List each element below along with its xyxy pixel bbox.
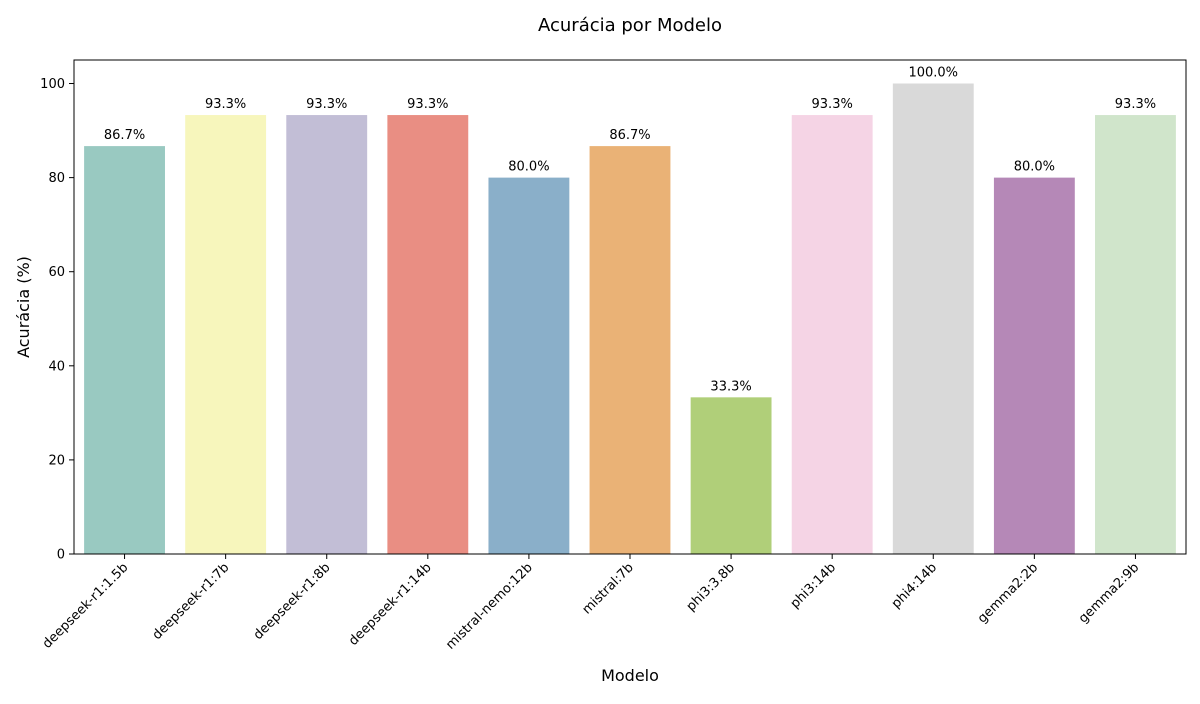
data-label-0: 86.7% (104, 128, 145, 143)
y-tick-label-5: 100 (40, 77, 65, 92)
y-axis-label: Acurácia (%) (14, 256, 33, 358)
chart-title: Acurácia por Modelo (538, 15, 722, 36)
data-label-9: 80.0% (1014, 160, 1055, 175)
x-tick-label-5: mistral:7b (580, 560, 637, 617)
y-tick-label-0: 0 (57, 548, 65, 563)
x-tick-label-7: phi3:14b (788, 560, 839, 611)
bar-7 (791, 115, 873, 555)
y-tick-label-1: 20 (48, 453, 65, 468)
x-tick-label-0: deepseek-r1:1.5b (40, 560, 132, 652)
x-tick-label-9: gemma2:2b (975, 560, 1041, 626)
y-axis: 0 20 40 60 80 100 (40, 77, 74, 563)
bar-3 (387, 115, 469, 555)
x-tick-label-1: deepseek-r1:7b (150, 560, 233, 643)
y-tick-label-4: 80 (48, 171, 65, 186)
data-label-10: 93.3% (1115, 97, 1156, 112)
bar-10 (1095, 115, 1176, 555)
bar-0 (84, 146, 165, 554)
data-label-1: 93.3% (205, 97, 246, 112)
data-label-5: 86.7% (609, 128, 650, 143)
data-label-7: 93.3% (812, 97, 853, 112)
bars-layer (84, 83, 1176, 555)
x-tick-label-4: mistral-nemo:12b (443, 560, 535, 652)
bar-4 (488, 177, 570, 554)
data-label-4: 80.0% (508, 160, 549, 175)
bar-5 (589, 146, 671, 554)
bar-6 (690, 397, 772, 554)
x-tick-label-2: deepseek-r1:8b (251, 560, 334, 643)
x-tick-label-10: gemma2:9b (1076, 560, 1142, 626)
plot-frame (73, 59, 1187, 555)
x-tick-label-8: phi4:14b (889, 560, 940, 611)
bar-9 (993, 177, 1075, 554)
data-label-8: 100.0% (908, 66, 958, 81)
data-label-3: 93.3% (407, 97, 448, 112)
bar-1 (185, 115, 267, 555)
x-axis-label: Modelo (601, 666, 659, 685)
bar-8 (892, 83, 974, 555)
x-axis: deepseek-r1:1.5b deepseek-r1:7b deepseek-r… (40, 554, 1142, 653)
data-label-6: 33.3% (710, 379, 751, 394)
bar-2 (286, 115, 368, 555)
y-tick-label-2: 40 (48, 359, 65, 374)
x-tick-label-6: phi3:3.8b (684, 560, 738, 614)
data-label-2: 93.3% (306, 97, 347, 112)
data-labels-layer: 86.7% 93.3% 93.3% 93.3% 80.0% 86.7% 33.3% 93.3%… (104, 66, 1156, 395)
x-tick-label-3: deepseek-r1:14b (346, 560, 435, 649)
y-tick-label-3: 60 (48, 265, 65, 280)
